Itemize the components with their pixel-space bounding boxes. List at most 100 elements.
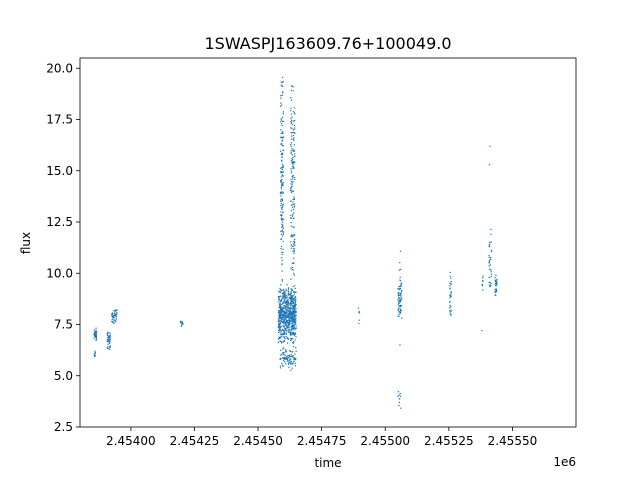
data-point	[114, 310, 117, 312]
data-point	[282, 288, 285, 291]
data-point	[280, 300, 282, 302]
data-point	[289, 319, 291, 321]
data-point	[291, 159, 294, 161]
data-point	[278, 297, 280, 299]
data-point	[292, 337, 294, 340]
data-point	[284, 302, 286, 304]
data-point	[294, 287, 297, 290]
data-point	[280, 184, 283, 187]
data-point	[294, 353, 296, 355]
data-point	[287, 331, 290, 333]
data-point	[400, 295, 402, 297]
data-point	[282, 351, 284, 354]
data-point	[289, 363, 292, 365]
data-point	[293, 298, 295, 300]
data-point	[295, 298, 297, 301]
data-point	[180, 325, 182, 327]
data-point	[291, 127, 293, 130]
data-point	[293, 250, 295, 252]
y-tick-label: 10.0	[46, 266, 73, 280]
data-point	[280, 81, 282, 83]
data-point	[278, 291, 280, 293]
data-point	[282, 329, 284, 331]
data-point	[281, 204, 284, 206]
data-point	[280, 307, 283, 309]
data-point	[290, 181, 293, 183]
data-point	[285, 300, 288, 303]
data-point	[291, 333, 293, 336]
data-point	[490, 249, 493, 252]
data-point	[397, 391, 400, 393]
data-point	[277, 341, 280, 344]
data-point	[291, 308, 293, 310]
data-point	[288, 320, 291, 323]
y-tick-label: 15.0	[46, 164, 73, 178]
data-point	[280, 119, 282, 121]
data-point	[287, 290, 289, 292]
data-point	[448, 307, 451, 309]
data-point	[291, 206, 294, 209]
y-tick-label: 17.5	[46, 113, 73, 127]
data-point	[115, 319, 117, 321]
x-tick-label: 2.45450	[233, 434, 283, 448]
data-point	[94, 353, 96, 355]
data-point	[281, 200, 284, 202]
data-point	[292, 269, 294, 271]
data-point	[285, 308, 287, 310]
data-point	[291, 215, 294, 217]
data-point	[291, 178, 294, 180]
data-point	[294, 362, 297, 365]
data-point	[293, 197, 295, 200]
data-point	[114, 313, 117, 316]
data-point	[281, 303, 283, 306]
data-point	[399, 261, 401, 264]
data-point	[488, 256, 490, 259]
data-point	[292, 226, 294, 228]
data-point	[284, 351, 286, 354]
data-point	[181, 321, 183, 324]
data-point	[108, 342, 111, 345]
data-point	[282, 292, 285, 295]
data-point	[285, 297, 288, 299]
data-point	[292, 123, 294, 126]
data-point	[281, 153, 284, 156]
data-point	[293, 327, 296, 329]
data-point	[481, 329, 483, 332]
data-point	[288, 356, 290, 359]
data-point	[488, 259, 491, 262]
data-point	[293, 144, 296, 146]
data-point	[294, 357, 296, 360]
data-point	[450, 294, 452, 296]
data-point	[284, 295, 287, 298]
data-point	[282, 348, 284, 350]
data-point	[401, 291, 403, 293]
data-point	[292, 161, 295, 163]
data-point	[294, 178, 296, 181]
data-point	[280, 85, 282, 87]
data-point	[281, 152, 284, 154]
data-point	[399, 344, 401, 346]
data-point	[291, 332, 294, 335]
data-point	[281, 198, 283, 201]
data-point	[398, 394, 400, 396]
data-point	[282, 240, 284, 243]
data-point	[281, 235, 284, 237]
data-point	[291, 324, 294, 327]
data-point	[293, 240, 295, 243]
data-point	[291, 185, 293, 187]
data-point	[293, 325, 295, 327]
data-point	[291, 266, 294, 269]
data-point	[292, 345, 295, 348]
data-point	[399, 279, 401, 281]
data-point	[106, 346, 109, 348]
data-point	[290, 360, 292, 362]
data-point	[288, 359, 290, 362]
data-point	[280, 219, 283, 221]
data-point	[290, 85, 293, 87]
data-point	[399, 392, 401, 395]
data-point	[285, 363, 287, 365]
data-point	[283, 354, 285, 356]
data-point	[294, 300, 297, 303]
data-point	[285, 290, 287, 292]
